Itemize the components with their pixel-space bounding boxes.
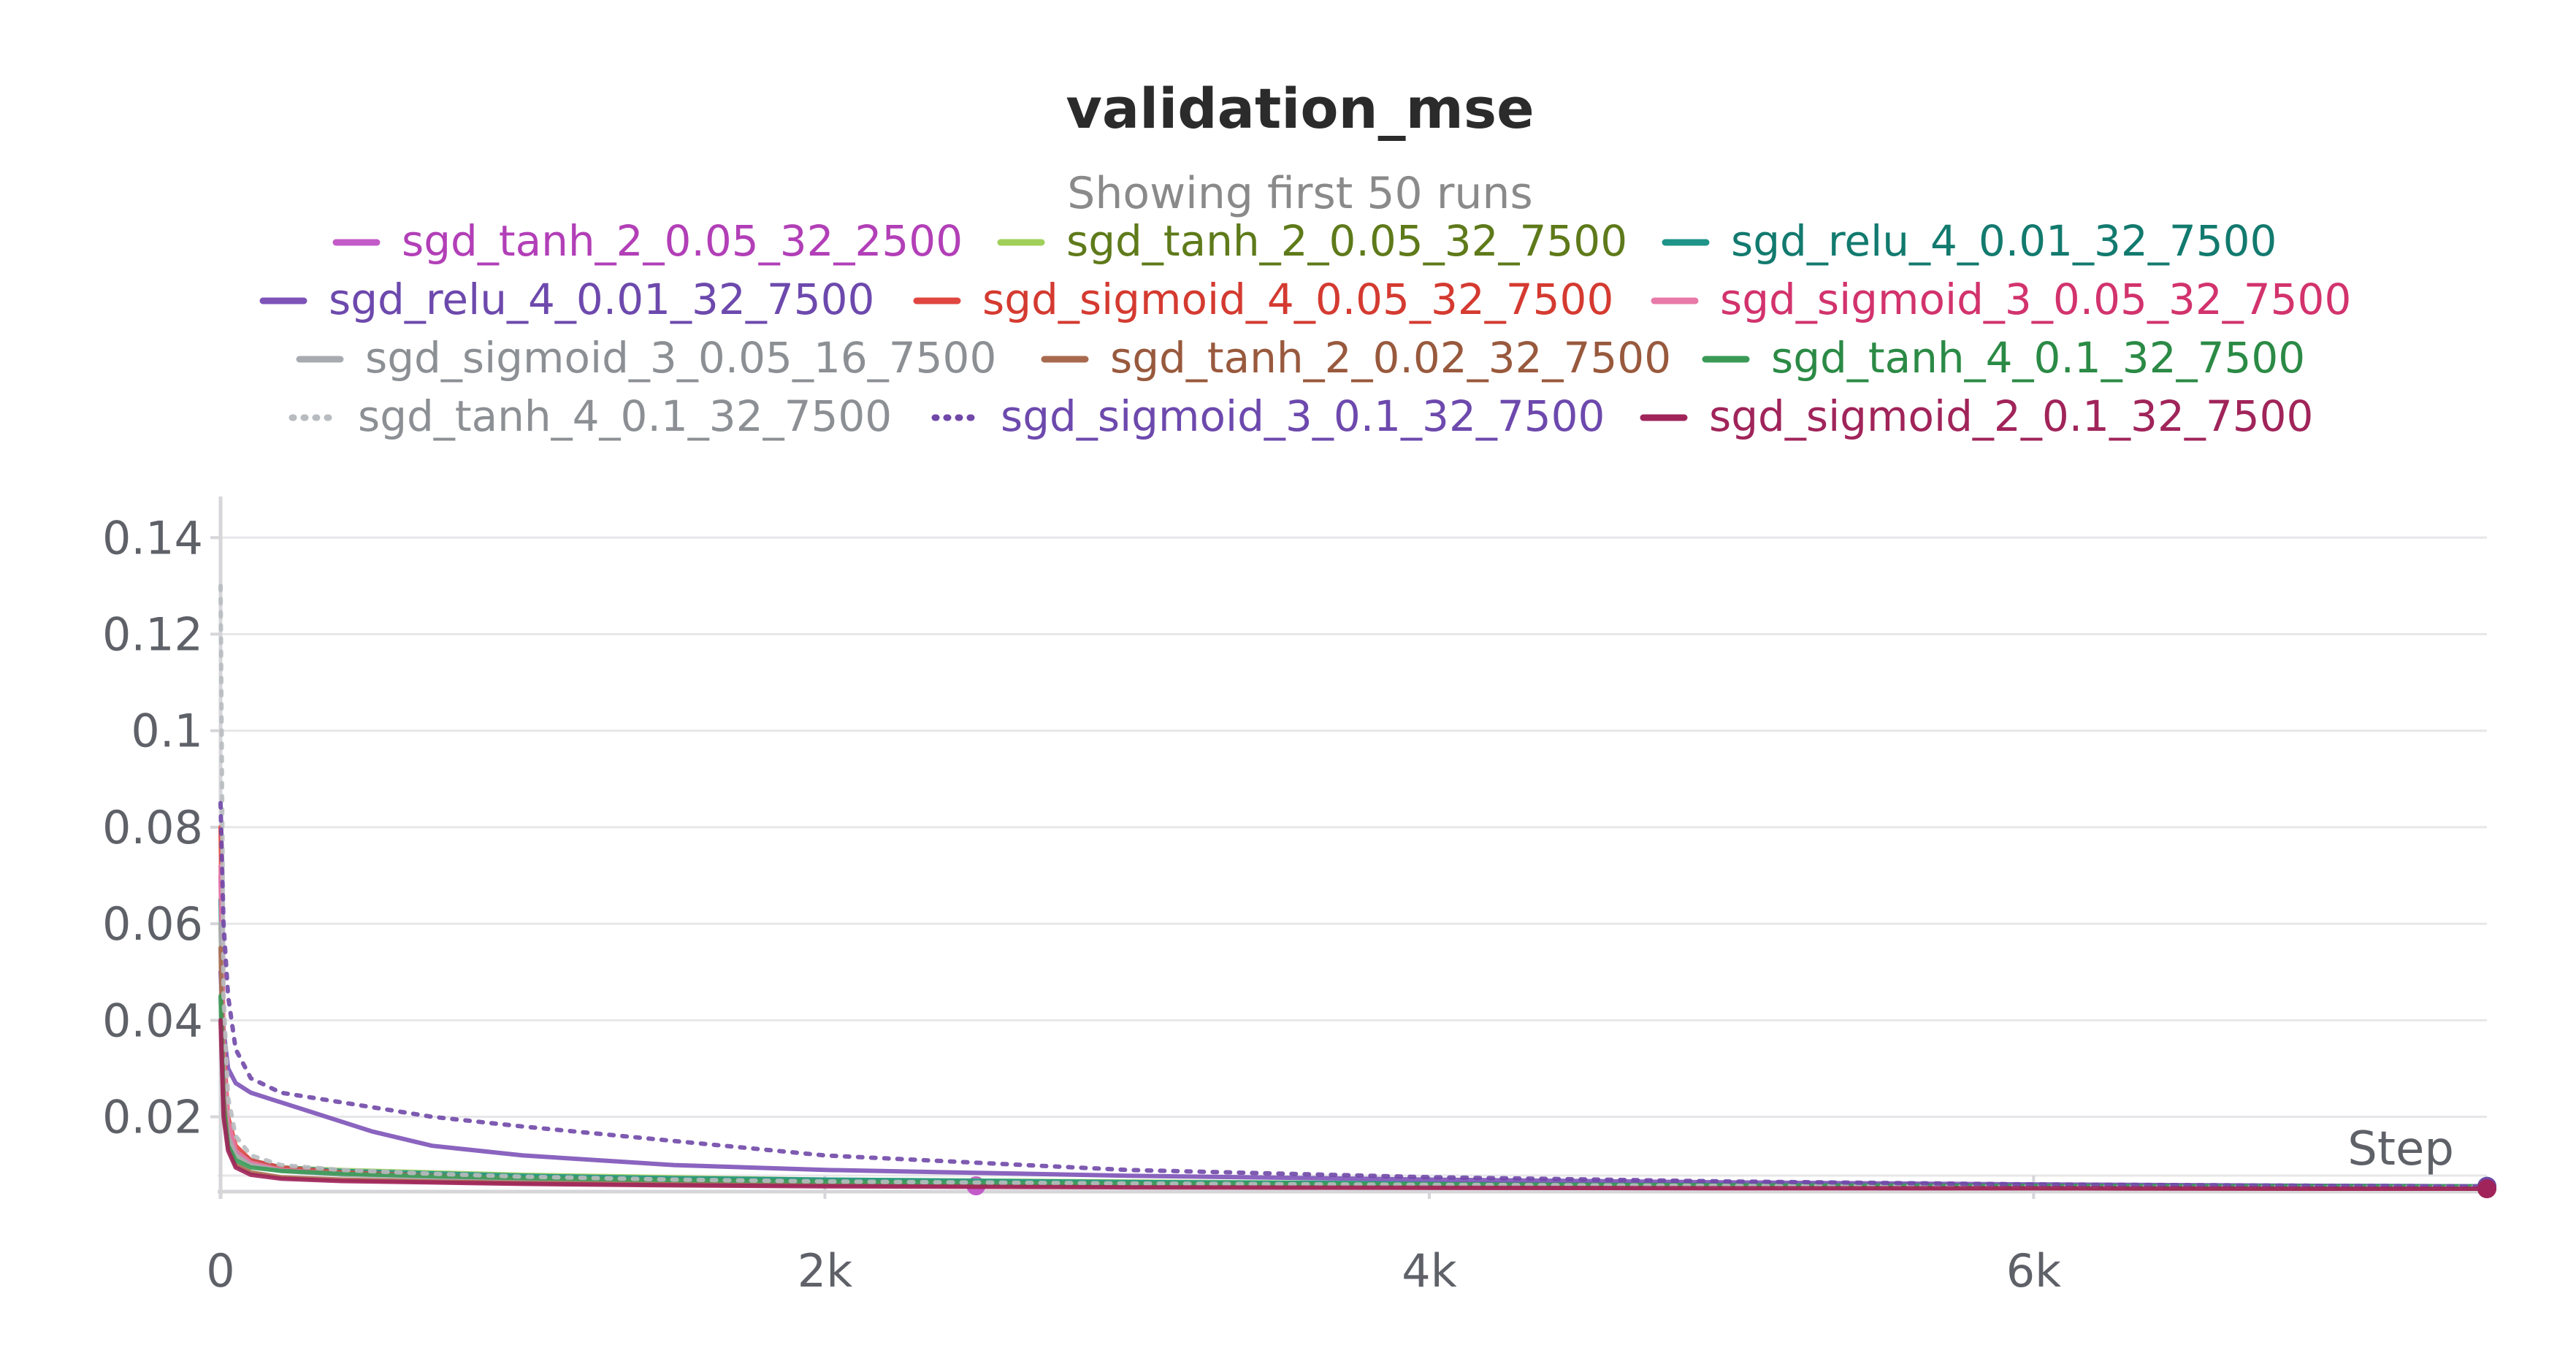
series-line xyxy=(218,873,979,1189)
legend-entry-label: sgd_tanh_2_0.02_32_7500 xyxy=(1110,333,1671,383)
series-line xyxy=(218,897,2489,1189)
legend-entry-label: sgd_tanh_2_0.05_32_7500 xyxy=(1066,216,1627,266)
series-line xyxy=(218,863,2489,1190)
legend-entry-label: sgd_sigmoid_3_0.1_32_7500 xyxy=(1001,391,1605,441)
chart-title: validation_mse xyxy=(1066,76,1534,141)
x-tick-label: 4k xyxy=(1402,1244,1456,1298)
legend-entry-label: sgd_sigmoid_3_0.05_16_7500 xyxy=(365,333,996,383)
legend-entry-label: sgd_tanh_2_0.05_32_2500 xyxy=(402,216,963,266)
series-line xyxy=(218,970,2489,1189)
chart-subtitle: Showing first 50 runs xyxy=(1067,168,1532,219)
tick-labels: 0.02 0.04 0.06 0.08 0.1 0.12 0.14 0 2k 4k 6k xyxy=(102,511,2061,1298)
legend-entry-label: sgd_tanh_4_0.1_32_7500 xyxy=(1771,333,2305,383)
plot-area: 0.02 0.04 0.06 0.08 0.1 0.12 0.14 0 2k 4k 6k xyxy=(102,497,2496,1298)
y-tick-label: 0.1 xyxy=(131,705,203,758)
series-line xyxy=(218,921,2489,1189)
axes xyxy=(210,497,2487,1199)
series-line xyxy=(218,824,2489,1191)
legend-entry-label: sgd_sigmoid_2_0.1_32_7500 xyxy=(1709,391,2313,441)
series-line xyxy=(218,921,2489,1190)
series-line xyxy=(218,946,2489,1191)
legend-entry-label: sgd_sigmoid_3_0.05_32_7500 xyxy=(1720,275,2351,324)
x-axis-label: Step xyxy=(2347,1122,2454,1176)
x-tick-label: 2k xyxy=(798,1244,852,1298)
x-tick-label: 0 xyxy=(206,1244,234,1298)
grid-lines xyxy=(218,536,2487,1177)
y-tick-label: 0.12 xyxy=(102,607,203,661)
legend-entry-label: sgd_relu_4_0.01_32_7500 xyxy=(1731,216,2277,266)
y-tick-label: 0.14 xyxy=(102,511,203,564)
y-tick-label: 0.04 xyxy=(102,994,203,1047)
legend: sgd_tanh_2_0.05_32_2500 sgd_tanh_2_0.05_3… xyxy=(259,216,2351,441)
y-tick-label: 0.08 xyxy=(102,801,203,854)
series-line xyxy=(218,583,2489,1189)
y-tick-label: 0.06 xyxy=(102,897,203,951)
legend-entry-label: sgd_sigmoid_4_0.05_32_7500 xyxy=(982,275,1613,324)
series-line xyxy=(218,1018,2489,1191)
series-line xyxy=(218,800,2489,1189)
legend-entry-label: sgd_tanh_4_0.1_32_7500 xyxy=(358,391,892,441)
legend-entry-label: sgd_relu_4_0.01_32_7500 xyxy=(329,275,874,324)
x-tick-label: 6k xyxy=(2006,1244,2061,1298)
series-end-point xyxy=(2477,1179,2496,1199)
y-tick-label: 0.02 xyxy=(102,1091,203,1144)
series-layer xyxy=(218,583,2496,1199)
